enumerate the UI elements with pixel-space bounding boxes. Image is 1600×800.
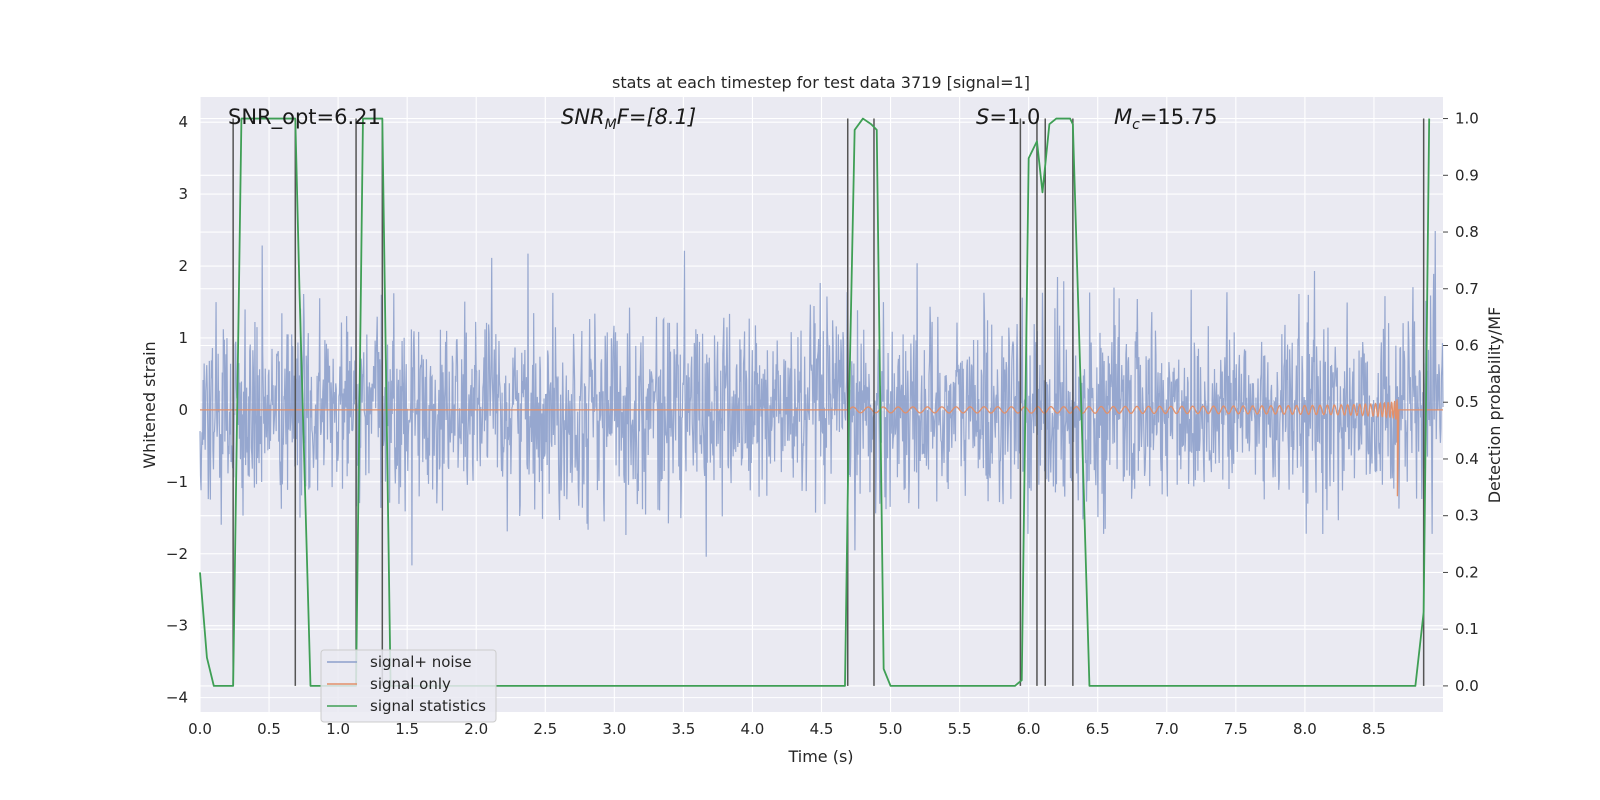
- y-tick-label-left: −2: [166, 545, 188, 563]
- x-tick-label: 8.5: [1362, 720, 1386, 738]
- legend-label-signal-only: signal only: [370, 675, 451, 693]
- y-tick-label-right: 1.0: [1455, 110, 1479, 128]
- x-tick-label: 0.0: [188, 720, 212, 738]
- y-tick-label-left: 2: [178, 257, 188, 275]
- chart-title: stats at each timestep for test data 371…: [612, 73, 1030, 92]
- x-tick-label: 1.5: [395, 720, 419, 738]
- x-tick-label: 6.5: [1086, 720, 1110, 738]
- x-tick-label: 3.5: [671, 720, 695, 738]
- signal-noise-line: [199, 231, 1444, 566]
- legend-label-signal-statistics: signal statistics: [370, 697, 486, 715]
- x-tick-label: 7.0: [1155, 720, 1179, 738]
- y-tick-label-right: 0.6: [1455, 336, 1479, 354]
- vertical-markers: [232, 118, 1425, 686]
- x-axis-ticks: 0.0 0.5 1.0 1.5 2.0 2.5 3.0 3.5 4.0 4.5 5.0 5.5 6.0 6…: [188, 720, 1386, 738]
- x-tick-label: 8.0: [1293, 720, 1317, 738]
- x-tick-label: 2.5: [533, 720, 557, 738]
- y-axis-right-ticks: 1.0 0.9 0.8 0.7 0.6 0.5 0.4 0.3 0.2 0.1 0.0: [1443, 110, 1479, 695]
- x-tick-label: 0.5: [257, 720, 281, 738]
- signal-only-line: [200, 399, 1443, 497]
- y-tick-label-right: 0.1: [1455, 620, 1479, 638]
- y-axis-left-ticks: 4 3 2 1 0 −1 −2 −3 −4: [166, 113, 188, 706]
- x-tick-label: 2.0: [464, 720, 488, 738]
- y-tick-label-left: −1: [166, 473, 188, 491]
- x-axis-label: Time (s): [787, 747, 853, 766]
- x-tick-label: 7.5: [1224, 720, 1248, 738]
- y-tick-label-right: 0.3: [1455, 507, 1479, 525]
- series-signal-statistics: [199, 117, 1431, 687]
- annotation-snr-opt: SNR_opt=6.21: [228, 105, 381, 130]
- y-tick-label-right: 0.9: [1455, 166, 1479, 184]
- y-tick-label-right: 0.5: [1455, 393, 1479, 411]
- y-tick-label-left: 0: [178, 401, 188, 419]
- y-tick-label-right: 0.7: [1455, 280, 1479, 298]
- x-tick-label: 5.5: [948, 720, 972, 738]
- y-tick-label-left: 1: [178, 329, 188, 347]
- series-signal-noise: [199, 231, 1444, 566]
- annotation-s: S=1.0: [976, 105, 1040, 129]
- y-axis-left-label: Whitened strain: [140, 341, 159, 468]
- x-tick-label: 1.0: [326, 720, 350, 738]
- x-tick-label: 3.0: [602, 720, 626, 738]
- y-tick-label-left: −4: [166, 689, 188, 707]
- y-tick-label-right: 0.2: [1455, 563, 1479, 581]
- annotation-mc: Mc=15.75: [1114, 105, 1218, 133]
- y-tick-label-left: 4: [178, 113, 188, 131]
- y-tick-label-left: 3: [178, 185, 188, 203]
- series-signal-only: [200, 399, 1443, 497]
- x-tick-label: 5.0: [879, 720, 903, 738]
- y-tick-label-right: 0.8: [1455, 223, 1479, 241]
- signal-statistics-line: [199, 117, 1431, 687]
- x-tick-label: 4.0: [741, 720, 765, 738]
- y-tick-label-right: 0.4: [1455, 450, 1479, 468]
- y-axis-right-label: Detection probability/MF: [1485, 307, 1504, 504]
- legend: signal+ noise signal only signal statist…: [320, 649, 497, 723]
- y-tick-label-left: −3: [166, 617, 188, 635]
- legend-label-signal-noise: signal+ noise: [370, 653, 472, 671]
- x-tick-label: 4.5: [810, 720, 834, 738]
- legend-box: [320, 649, 497, 723]
- y-tick-label-right: 0.0: [1455, 677, 1479, 695]
- annotation-snr-mf: SNRMF=[8.1]: [561, 105, 696, 133]
- x-tick-label: 6.0: [1017, 720, 1041, 738]
